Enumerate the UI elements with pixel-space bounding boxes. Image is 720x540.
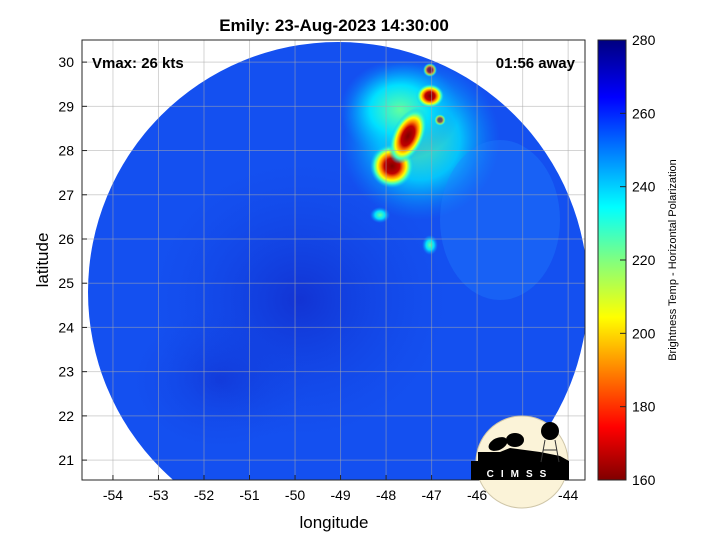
colorbar-tick-label: 260 bbox=[632, 105, 656, 121]
x-tick-label: -48 bbox=[376, 487, 396, 503]
colorbar-tick-label: 220 bbox=[632, 252, 656, 268]
y-tick-label: 22 bbox=[58, 408, 74, 424]
x-tick-label: -52 bbox=[194, 487, 214, 503]
y-tick-label: 26 bbox=[58, 231, 74, 247]
colorbar-tick-label: 280 bbox=[632, 32, 656, 48]
vmax-label: Vmax: 26 kts bbox=[92, 55, 184, 72]
y-tick-label: 23 bbox=[58, 364, 74, 380]
colorbar-tick-label: 200 bbox=[632, 325, 656, 341]
colorbar-tick-label: 180 bbox=[632, 399, 656, 415]
cimss-logo: CIMSS bbox=[471, 415, 569, 509]
y-tick-label: 30 bbox=[58, 54, 74, 70]
y-tick-label: 29 bbox=[58, 98, 74, 114]
x-tick-label: -50 bbox=[285, 487, 305, 503]
y-tick-label: 28 bbox=[58, 143, 74, 159]
x-tick-label: -53 bbox=[148, 487, 168, 503]
x-tick-label: -51 bbox=[239, 487, 259, 503]
colorbar: 160 180 200 220 240 260 280 Brightness Temp - … bbox=[597, 32, 679, 488]
colorbar-tick-label: 160 bbox=[632, 472, 656, 488]
x-tick-label: -44 bbox=[558, 487, 578, 503]
y-tick-label: 27 bbox=[58, 187, 74, 203]
colorbar-tick-label: 240 bbox=[632, 179, 656, 195]
x-tick-label: -49 bbox=[330, 487, 350, 503]
y-axis-label: latitude bbox=[33, 233, 52, 288]
y-tick-label: 24 bbox=[58, 319, 74, 335]
convection-cells bbox=[370, 63, 446, 188]
x-tick-label: -46 bbox=[467, 487, 487, 503]
x-tick-label: -54 bbox=[103, 487, 123, 503]
swath-image bbox=[88, 42, 585, 480]
x-axis-label: longitude bbox=[299, 513, 368, 532]
svg-text:CIMSS: CIMSS bbox=[487, 469, 554, 480]
y-tick-label: 25 bbox=[58, 275, 74, 291]
plot-area bbox=[82, 40, 585, 480]
colorbar-label: Brightness Temp - Horizontal Polarizatio… bbox=[667, 159, 679, 361]
y-tick-label: 21 bbox=[58, 452, 74, 468]
plot-frame bbox=[81, 39, 586, 481]
time-away-label: 01:56 away bbox=[496, 55, 576, 72]
x-tick-label: -47 bbox=[421, 487, 441, 503]
chart-title: Emily: 23-Aug-2023 14:30:00 bbox=[219, 16, 449, 35]
